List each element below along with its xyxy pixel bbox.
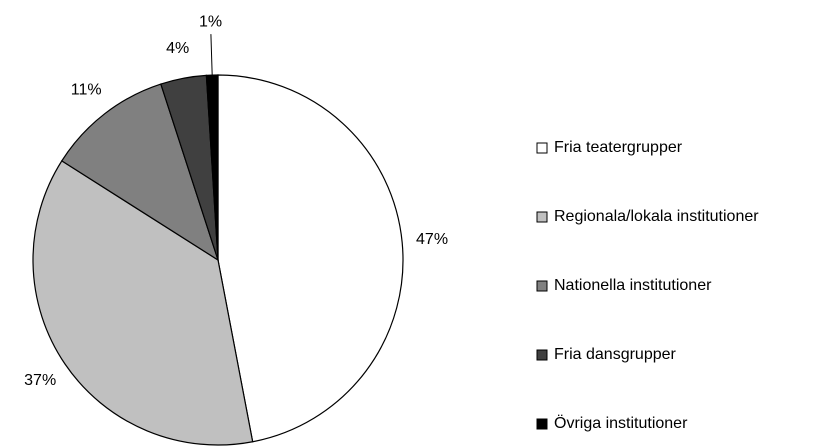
legend-label: Regionala/lokala institutioner bbox=[554, 208, 759, 225]
legend-label: Nationella institutioner bbox=[554, 277, 712, 294]
data-label: 1% bbox=[199, 13, 222, 30]
data-label: 37% bbox=[24, 372, 56, 389]
legend-swatch bbox=[536, 211, 548, 223]
pie-slice bbox=[60, 83, 220, 262]
legend-swatch bbox=[536, 142, 548, 154]
legend-swatch bbox=[536, 349, 548, 361]
legend-label: Fria dansgrupper bbox=[554, 346, 677, 363]
pie-slice bbox=[32, 160, 254, 446]
legend-swatch bbox=[536, 418, 548, 430]
legend-label: Fria teatergrupper bbox=[554, 139, 683, 156]
data-label: 4% bbox=[166, 40, 189, 57]
pie-slice bbox=[217, 74, 404, 443]
data-label: 47% bbox=[416, 231, 448, 248]
leader-line bbox=[210, 34, 213, 76]
pie-slice bbox=[205, 74, 219, 261]
legend-label: Övriga institutioner bbox=[554, 414, 688, 432]
legend-swatch bbox=[536, 280, 548, 292]
data-label: 11% bbox=[71, 81, 102, 98]
